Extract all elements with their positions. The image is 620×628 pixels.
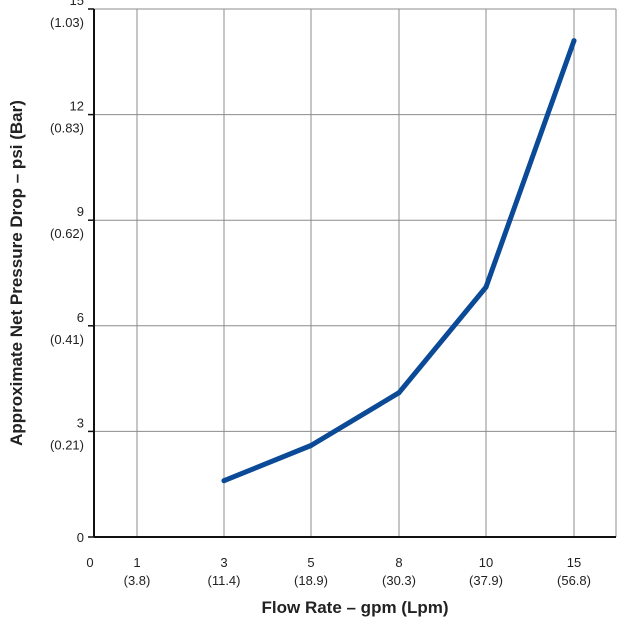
y-tick-label-secondary: (1.03): [50, 15, 84, 30]
data-point: [396, 390, 402, 396]
gridlines: [94, 8, 617, 537]
data-point: [221, 478, 227, 484]
x-axis-title: Flow Rate – gpm (Lpm): [262, 598, 449, 617]
y-tick-label: 6: [77, 310, 84, 325]
x-tick-label: 1: [133, 555, 140, 570]
y-tick-label-secondary: (0.21): [50, 437, 84, 452]
y-tick-label-secondary: (0.41): [50, 332, 84, 347]
y-tick-label: 0: [77, 530, 84, 545]
data-point: [483, 284, 489, 290]
axes: [88, 8, 616, 538]
data-point: [571, 38, 577, 44]
data-point: [308, 443, 314, 448]
x-tick-label-secondary: (3.8): [124, 573, 151, 588]
y-tick-label: 12: [70, 99, 84, 114]
x-tick-label-secondary: (18.9): [294, 573, 328, 588]
plot-background: [94, 9, 616, 537]
x-tick-label: 0: [86, 555, 93, 570]
x-tick-label-secondary: (56.8): [557, 573, 591, 588]
x-tick-label: 15: [567, 555, 581, 570]
x-tick-label: 8: [395, 555, 402, 570]
y-tick-label-secondary: (0.83): [50, 121, 84, 136]
x-tick-label-secondary: (37.9): [469, 573, 503, 588]
y-tick-label-secondary: (0.62): [50, 226, 84, 241]
y-tick-label: 15: [70, 0, 84, 8]
y-tick-labels: 0 3 (0.21) 6 (0.41) 9 (0.62) 12 (0.83) 15 (1.03): [50, 0, 84, 545]
series-lines: [221, 38, 577, 484]
x-tick-labels: 0 1 (3.8) 3 (11.4) 5 (18.9) 8 (30.3) 10 (37.9) 15 (5…: [86, 555, 591, 588]
y-tick-label: 9: [77, 204, 84, 219]
x-tick-label: 5: [307, 555, 314, 570]
x-tick-label-secondary: (11.4): [208, 573, 241, 588]
x-tick-label: 10: [479, 555, 493, 570]
x-tick-label: 3: [220, 555, 227, 570]
x-tick-label-secondary: (30.3): [382, 573, 416, 588]
y-tick-label: 3: [77, 415, 84, 430]
y-axis-title: Approximate Net Pressure Drop – psi (Bar…: [7, 100, 26, 446]
